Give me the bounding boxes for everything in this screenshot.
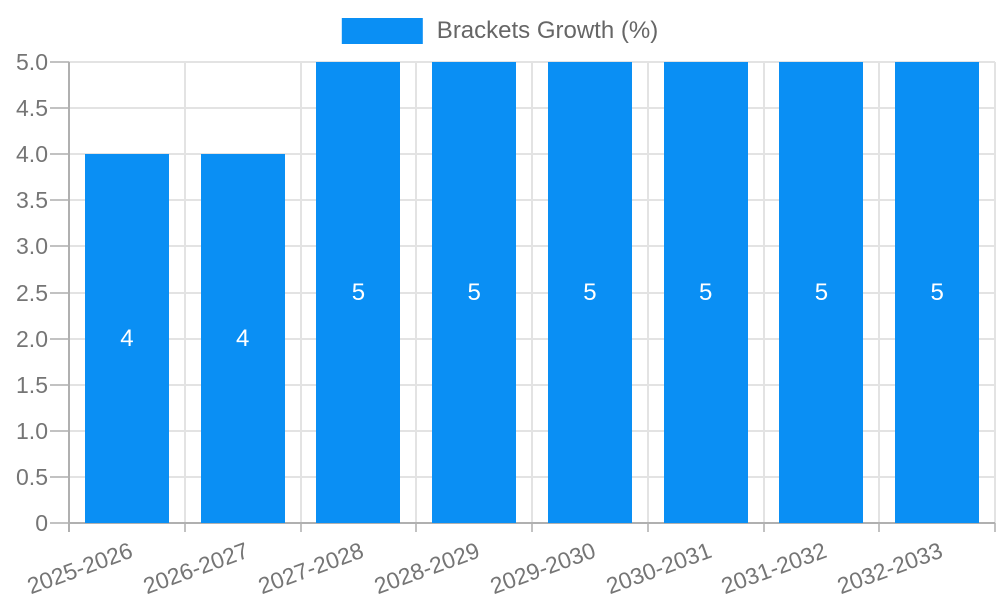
bar[interactable] (547, 62, 632, 523)
x-tick-mark (531, 523, 533, 532)
y-tick-label: 0.5 (16, 463, 48, 490)
bar-value-label: 5 (814, 278, 829, 306)
vertical-gridline (646, 62, 649, 523)
bar[interactable] (779, 62, 864, 523)
vertical-gridline (878, 62, 881, 523)
y-tick-label: 3.0 (16, 233, 48, 260)
y-tick-mark (50, 429, 69, 432)
x-tick-label: 2031-2032 (718, 537, 831, 600)
bar-value-label: 5 (467, 278, 481, 306)
y-tick-label: 1.5 (16, 371, 48, 398)
x-tick-label: 2025-2026 (23, 537, 136, 600)
bar[interactable] (200, 154, 285, 523)
vertical-gridline (531, 62, 533, 523)
x-tick-mark (646, 523, 649, 532)
x-tick-label: 2030-2031 (602, 537, 715, 600)
y-tick-mark (50, 61, 69, 63)
y-tick-label: 4.5 (16, 95, 48, 122)
vertical-gridline (415, 62, 418, 523)
legend[interactable]: Brackets Growth (%) (341, 17, 659, 44)
y-tick-mark (50, 475, 69, 478)
x-tick-label: 2032-2033 (833, 537, 947, 600)
x-tick-label: 2027-2028 (255, 537, 368, 600)
bar-value-label: 5 (930, 278, 944, 306)
y-tick-mark (50, 153, 69, 156)
y-tick-mark (50, 199, 69, 202)
y-tick-mark (50, 245, 69, 248)
bar-value-label: 4 (235, 324, 250, 352)
y-tick-mark (50, 522, 69, 524)
y-tick-mark (50, 107, 69, 110)
y-tick-label: 1.0 (16, 417, 48, 444)
y-tick-label: 5.0 (16, 49, 48, 75)
y-tick-label: 2.5 (16, 279, 48, 306)
x-axis-line (69, 522, 995, 524)
y-axis-line (68, 62, 70, 532)
x-tick-mark (299, 523, 302, 532)
x-tick-mark (415, 523, 418, 532)
x-tick-mark (762, 523, 765, 532)
bar[interactable] (316, 62, 401, 523)
x-tick-label: 2029-2030 (486, 537, 599, 600)
vertical-gridline (299, 62, 302, 523)
x-tick-mark (878, 523, 881, 532)
x-tick-mark (183, 523, 186, 532)
bar-value-label: 5 (583, 278, 597, 306)
vertical-gridline (183, 62, 186, 523)
x-tick-mark (994, 523, 996, 532)
y-tick-label: 2.0 (16, 325, 48, 352)
x-tick-label: 2028-2029 (370, 537, 484, 600)
bar-value-label: 5 (351, 278, 366, 306)
y-tick-label: 4.0 (16, 141, 48, 168)
bar-value-label: 4 (120, 324, 134, 352)
legend-swatch (341, 17, 423, 44)
vertical-gridline (762, 62, 765, 523)
bar-value-label: 5 (698, 278, 713, 306)
y-tick-mark (50, 291, 69, 294)
bar[interactable] (432, 62, 517, 523)
y-tick-label: 3.5 (16, 187, 48, 214)
bar[interactable] (663, 62, 748, 523)
vertical-gridline (994, 62, 996, 523)
legend-label: Brackets Growth (%) (436, 17, 659, 44)
bar[interactable] (895, 62, 980, 523)
y-tick-mark (50, 383, 69, 386)
x-tick-label: 2026-2027 (139, 537, 252, 600)
y-tick-mark (50, 337, 69, 340)
y-tick-label: 0 (35, 510, 48, 536)
bar[interactable] (84, 154, 169, 523)
